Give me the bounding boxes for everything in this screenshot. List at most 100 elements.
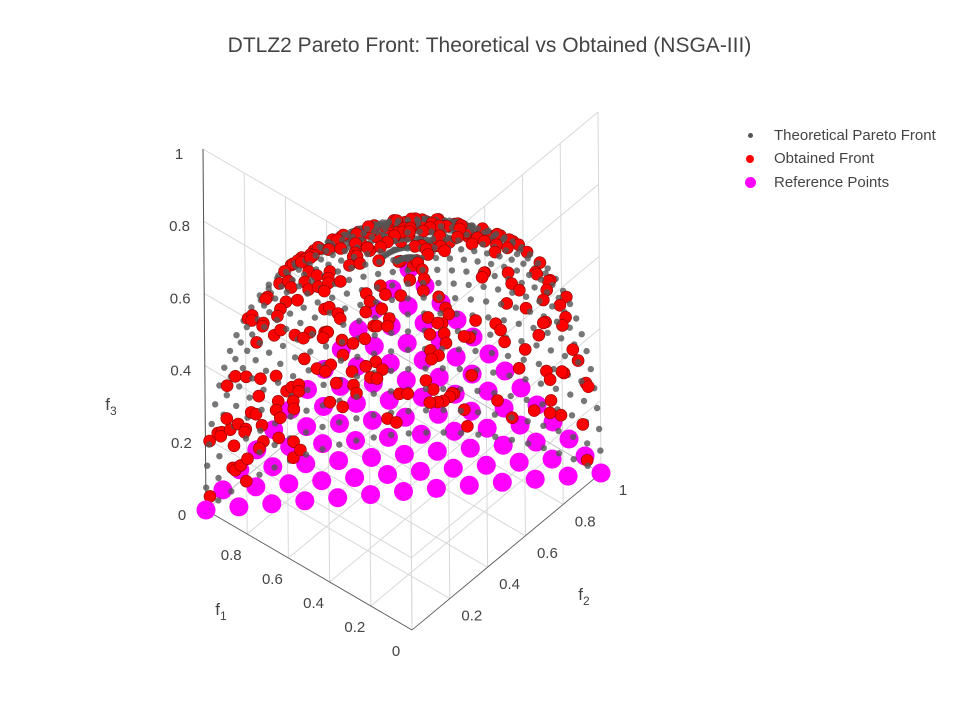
theoretical-point (340, 321, 347, 328)
legend-marker-reference (738, 176, 762, 188)
gridline-f1 (284, 196, 289, 559)
axis-line-f1 (205, 509, 413, 631)
theoretical-point (404, 346, 412, 353)
theoretical-point (474, 387, 481, 395)
obtained-point (401, 387, 415, 401)
theoretical-point (295, 266, 302, 273)
theoretical-point (457, 407, 465, 415)
theoretical-point (440, 407, 447, 414)
obtained-point (317, 284, 331, 298)
obtained-point (423, 396, 437, 409)
reference-point (477, 418, 497, 438)
theoretical-point (480, 283, 487, 290)
ticks-layer: 0 0.2 0.4 0.6 0.8 1 0 0.2 0.4 0.6 0.8 0.2 0.4 0.6 0.8 1… (105, 146, 627, 660)
theoretical-point (570, 456, 577, 463)
obtained-point (518, 343, 532, 356)
obtained-point (426, 383, 440, 396)
theoretical-point (309, 330, 316, 338)
obtained-point (220, 412, 234, 425)
theoretical-point (573, 315, 580, 322)
theoretical-point (490, 232, 497, 240)
theoretical-point (507, 392, 514, 400)
theoretical-point (537, 380, 545, 387)
theoretical-point (432, 254, 440, 262)
tick-label-f3: 0.2 (171, 435, 192, 452)
obtained-point (527, 404, 541, 417)
theoretical-point (547, 347, 555, 354)
theoretical-point (552, 385, 560, 392)
theoretical-point (289, 373, 297, 380)
theoretical-point (531, 284, 538, 291)
theoretical-point (404, 236, 411, 243)
reference-point (362, 410, 382, 430)
theoretical-point (524, 418, 531, 425)
theoretical-point (216, 453, 223, 460)
theoretical-point (265, 349, 273, 356)
tick-label-f2: 0.4 (499, 576, 520, 593)
obtained-point (461, 419, 474, 433)
theoretical-point (338, 257, 345, 264)
theoretical-point (419, 279, 427, 287)
chart-title: DTLZ2 Pareto Front: Theoretical vs Obtai… (227, 34, 752, 57)
theoretical-point (348, 264, 355, 271)
legend-item-obtained[interactable]: Obtained Front (738, 147, 936, 170)
theoretical-point (372, 314, 379, 322)
theoretical-point (356, 317, 363, 325)
theoretical-point (488, 349, 496, 357)
theoretical-point (455, 346, 463, 353)
gridline-f2 (281, 446, 488, 568)
theoretical-point (597, 447, 604, 454)
tick-label-f2: 0.2 (461, 608, 482, 625)
theoretical-point (524, 255, 531, 262)
theoretical-point (354, 353, 361, 360)
theoretical-point (575, 359, 582, 366)
theoretical-point (350, 253, 358, 261)
obtained-point (240, 474, 253, 488)
theoretical-point (434, 266, 441, 273)
theoretical-point (539, 401, 546, 408)
theoretical-point (463, 231, 470, 238)
legend-item-reference[interactable]: Reference Points (738, 171, 936, 194)
theoretical-point (256, 339, 263, 347)
theoretical-point (232, 355, 239, 363)
theoretical-point (437, 310, 444, 317)
theoretical-point (360, 230, 367, 237)
theoretical-point (490, 369, 497, 376)
obtained-point (287, 402, 301, 416)
theoretical-point (388, 296, 396, 304)
theoretical-point (300, 304, 307, 311)
theoretical-point (344, 231, 351, 238)
theoretical-point (404, 245, 411, 252)
theoretical-point (343, 290, 351, 297)
obtained-point (272, 431, 286, 445)
obtained-point (469, 314, 482, 327)
tick-label-f3: 0.6 (170, 290, 191, 307)
reference-point (397, 333, 417, 353)
theoretical-point (353, 373, 361, 380)
theoretical-point (273, 316, 281, 324)
theoretical-point (515, 320, 522, 327)
theoretical-point (502, 247, 510, 254)
reference-point (362, 448, 381, 467)
legend-item-theoretical[interactable]: Theoretical Pareto Front (738, 124, 936, 147)
theoretical-point (304, 290, 311, 297)
obtained-point (329, 376, 343, 390)
theoretical-point (339, 236, 346, 244)
theoretical-point (258, 406, 265, 413)
theoretical-point (583, 347, 590, 355)
theoretical-point (256, 449, 263, 456)
theoretical-point (233, 332, 240, 339)
reference-point (329, 451, 349, 471)
tick-label-f1: 0.6 (262, 571, 283, 588)
obtained-point (323, 395, 337, 409)
obtained-point (227, 439, 241, 453)
obtained-point (297, 352, 311, 366)
theoretical-point (372, 298, 380, 306)
obtained-point (543, 406, 557, 420)
obtained-point (287, 435, 300, 449)
theoretical-point (360, 273, 367, 280)
reference-point (394, 444, 414, 464)
theoretical-point (387, 388, 395, 395)
theoretical-point (508, 436, 516, 444)
